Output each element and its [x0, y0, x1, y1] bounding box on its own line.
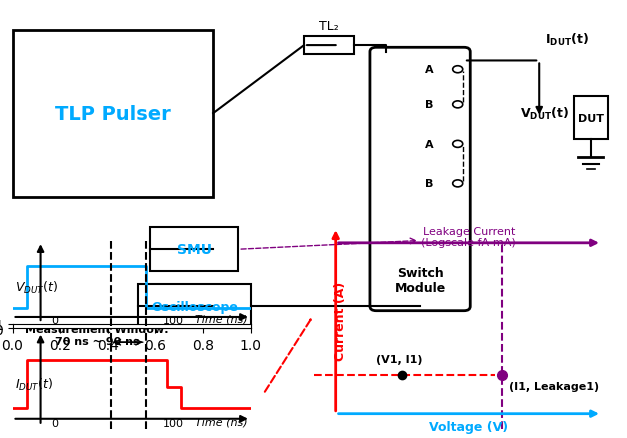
Text: 100: 100: [163, 315, 184, 325]
Text: 100: 100: [163, 418, 184, 428]
Text: Current (A): Current (A): [334, 281, 347, 360]
Text: Oscilloscope: Oscilloscope: [151, 300, 238, 313]
Text: A: A: [425, 140, 434, 149]
Text: B: B: [425, 100, 434, 110]
Text: A: A: [425, 65, 434, 75]
Text: Time (ns): Time (ns): [196, 314, 248, 324]
FancyBboxPatch shape: [370, 48, 470, 311]
Text: DUT: DUT: [578, 113, 604, 123]
FancyBboxPatch shape: [150, 228, 238, 272]
Text: Voltage (V): Voltage (V): [429, 420, 508, 433]
Text: Measurement Window:
70 ns ~ 90 ns: Measurement Window: 70 ns ~ 90 ns: [25, 324, 169, 346]
Text: $\mathbf{I_{DUT}(t)}$: $\mathbf{I_{DUT}(t)}$: [545, 32, 589, 47]
Text: (I1, Leakage1): (I1, Leakage1): [508, 381, 599, 391]
Text: TL₂: TL₂: [319, 20, 339, 33]
Text: (V1, I1): (V1, I1): [376, 354, 422, 364]
Text: Time (ns): Time (ns): [196, 417, 248, 426]
Text: 0: 0: [51, 315, 58, 325]
Text: $V_{DUT}(t)$: $V_{DUT}(t)$: [15, 279, 58, 295]
Text: Switch
Module: Switch Module: [394, 266, 446, 294]
FancyBboxPatch shape: [138, 285, 251, 328]
Text: $I_{DUT}(t)$: $I_{DUT}(t)$: [15, 376, 53, 392]
Text: 0: 0: [51, 418, 58, 428]
Text: TLP Pulser: TLP Pulser: [55, 104, 171, 124]
Text: Leakage Current
(Logscale fA-mA): Leakage Current (Logscale fA-mA): [421, 226, 516, 248]
FancyBboxPatch shape: [304, 37, 354, 55]
FancyBboxPatch shape: [574, 96, 608, 140]
Text: $\mathbf{V_{DUT}(t)}$: $\mathbf{V_{DUT}(t)}$: [520, 106, 569, 122]
Text: SMU: SMU: [177, 243, 212, 257]
Text: B: B: [425, 179, 434, 189]
FancyBboxPatch shape: [13, 31, 213, 197]
